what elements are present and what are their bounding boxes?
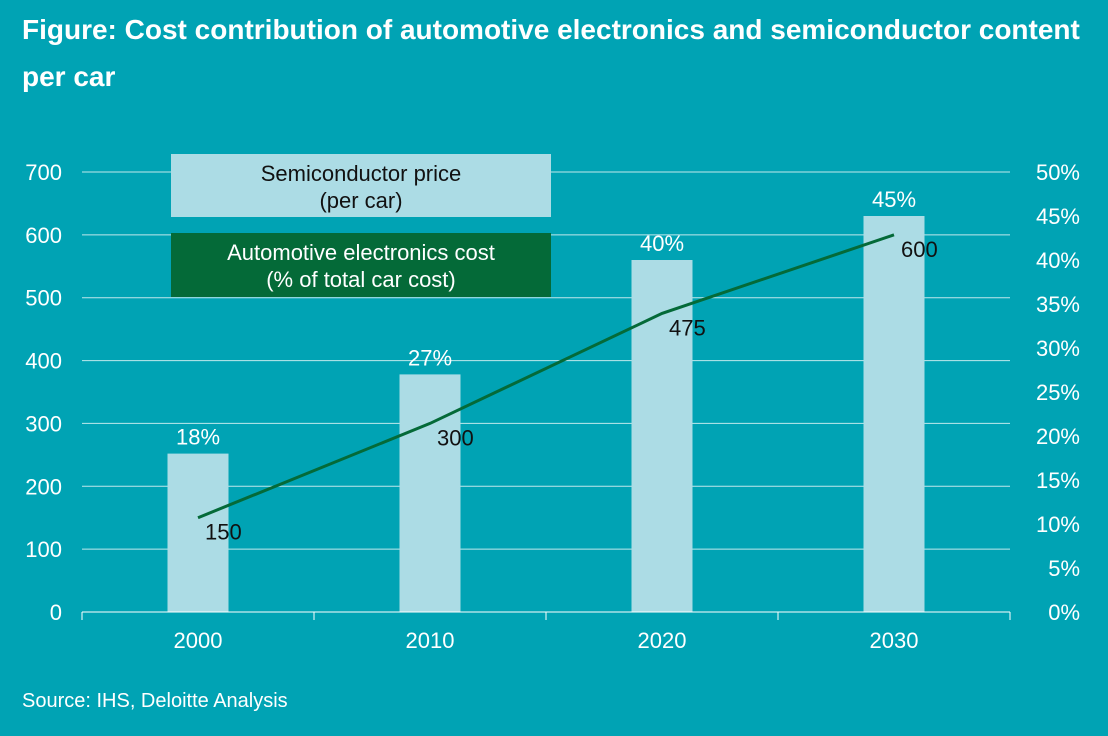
legend-label: Semiconductor price xyxy=(261,161,462,186)
line-data-label: 150 xyxy=(205,520,242,545)
line-data-label: 300 xyxy=(437,425,474,450)
left-axis-tick-label: 200 xyxy=(25,474,62,499)
right-axis-tick-label: 20% xyxy=(1036,424,1080,449)
left-axis-tick-label: 0 xyxy=(50,600,62,625)
x-axis-tick-label: 2000 xyxy=(174,628,223,653)
left-axis-tick-label: 500 xyxy=(25,286,62,311)
x-axis-tick-label: 2020 xyxy=(638,628,687,653)
series-line xyxy=(197,233,895,520)
bar xyxy=(631,260,693,612)
chart-title: Figure: Cost contribution of automotive … xyxy=(22,14,1080,92)
line-series xyxy=(197,233,895,520)
line-data-label: 475 xyxy=(669,315,706,340)
bar-data-label: 18% xyxy=(176,425,220,450)
right-axis-tick-label: 40% xyxy=(1036,248,1080,273)
legend-swatch xyxy=(171,154,551,217)
right-axis-tick-label: 5% xyxy=(1048,556,1080,581)
legend-label: (per car) xyxy=(319,188,402,213)
bar xyxy=(167,453,229,612)
x-axis-tick-label: 2010 xyxy=(406,628,455,653)
right-axis-tick-label: 0% xyxy=(1048,600,1080,625)
bar xyxy=(399,374,461,612)
legend-label: Automotive electronics cost xyxy=(227,240,495,265)
left-axis-tick-label: 700 xyxy=(25,160,62,185)
bar-data-label: 40% xyxy=(640,231,684,256)
line-data-label: 600 xyxy=(901,237,938,262)
bar-data-label: 27% xyxy=(408,345,452,370)
line-data-labels: 150 300 475 600 xyxy=(205,237,938,545)
left-axis-tick-label: 300 xyxy=(25,411,62,436)
right-axis-tick-label: 45% xyxy=(1036,204,1080,229)
source-note: Source: IHS, Deloitte Analysis xyxy=(22,690,288,712)
axes: 0 100 200 300 400 500 600 700 0% 5% 10% 15% 20% 25% 30… xyxy=(25,160,1080,653)
left-axis-tick-label: 600 xyxy=(25,223,62,248)
legend: Semiconductor price(per car) Automotive e… xyxy=(171,154,551,297)
legend-swatch xyxy=(171,233,551,297)
right-axis-tick-label: 50% xyxy=(1036,160,1080,185)
left-axis-tick-label: 100 xyxy=(25,537,62,562)
bar-series xyxy=(167,216,925,612)
right-axis-tick-label: 30% xyxy=(1036,336,1080,361)
left-axis-tick-label: 400 xyxy=(25,349,62,374)
x-axis-tick-label: 2030 xyxy=(870,628,919,653)
right-axis-tick-label: 15% xyxy=(1036,468,1080,493)
right-axis-tick-label: 25% xyxy=(1036,380,1080,405)
legend-label: (% of total car cost) xyxy=(266,267,456,292)
bar-data-label: 45% xyxy=(872,187,916,212)
bar xyxy=(863,216,925,612)
right-axis-tick-label: 10% xyxy=(1036,512,1080,537)
right-axis-tick-label: 35% xyxy=(1036,292,1080,317)
bar-data-labels: 18% 27% 40% 45% xyxy=(176,187,916,450)
